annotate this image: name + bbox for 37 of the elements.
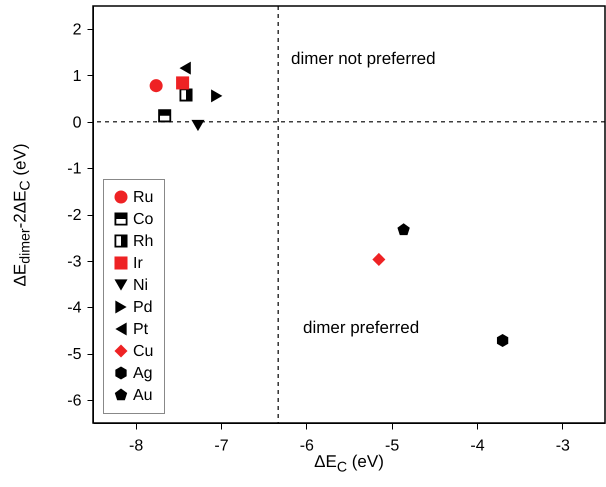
- legend-label: Pt: [133, 321, 149, 338]
- y-tick-label: -5: [67, 346, 82, 363]
- legend-label: Ru: [133, 189, 154, 206]
- point: [176, 76, 190, 90]
- legend-label: Ag: [133, 365, 153, 382]
- x-tick-label: -4: [470, 438, 485, 454]
- y-tick-label: 2: [72, 22, 82, 39]
- legend-label: Cu: [133, 343, 154, 360]
- point: [179, 88, 193, 102]
- y-tick-label: 0: [72, 114, 82, 132]
- point: [211, 89, 222, 102]
- point: [180, 62, 191, 75]
- legend-label: Ni: [133, 277, 148, 294]
- annotation: dimer preferred: [303, 318, 420, 338]
- y-tick-label: -3: [67, 253, 82, 270]
- point: [150, 79, 163, 92]
- x-axis-title: ΔE$_{C}$ (eV): [314, 452, 384, 476]
- point: [397, 223, 410, 236]
- y-tick-label: -2: [67, 207, 82, 224]
- point: [496, 334, 508, 348]
- y-tick-label: -1: [67, 160, 82, 178]
- legend-label: Au: [133, 387, 153, 404]
- x-tick-label: -8: [129, 438, 144, 454]
- y-tick-label: 1: [72, 68, 82, 85]
- x-tick-label: -3: [556, 438, 570, 454]
- y-tick-label: -6: [67, 392, 82, 410]
- annotation: dimer not preferred: [291, 49, 436, 69]
- legend-label: Pd: [133, 299, 153, 316]
- legend-label: Rh: [133, 233, 154, 250]
- point: [158, 109, 172, 122]
- x-tick-label: -5: [385, 438, 400, 454]
- y-tick-label: -4: [67, 300, 82, 317]
- point: [372, 252, 386, 266]
- legend-label: Co: [133, 211, 154, 228]
- x-tick-label: -7: [214, 438, 229, 454]
- legend-label: Ir: [133, 255, 144, 272]
- x-tick-label: -6: [300, 438, 314, 454]
